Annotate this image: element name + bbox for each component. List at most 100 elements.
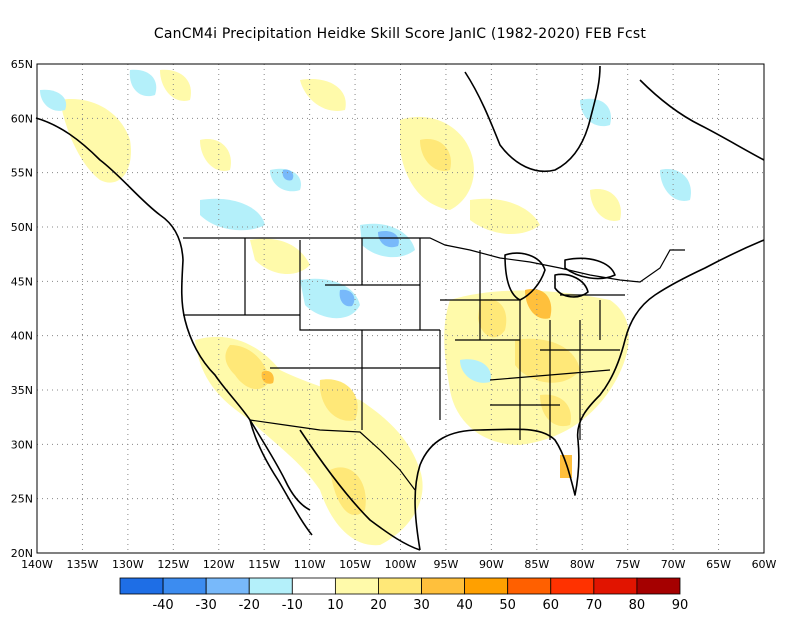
longitude-labels: 140W 135W 130W 125W 120W 115W 110W 105W 100W 95W 9…: [21, 558, 776, 571]
latitude-labels: 65N 60N 55N 50N 45N 40N 35N 30N 25N 20N: [11, 58, 33, 560]
us-mexico-border: [249, 419, 416, 491]
colorbar-label: 30: [413, 598, 430, 613]
longitude-label: 65W: [706, 558, 731, 571]
latitude-label: 50N: [11, 221, 33, 234]
colorbar-labels: -40 -30 -20 -10 10 20 30 40 50 60 70 80 90: [152, 598, 688, 613]
great-lakes: [504, 252, 546, 301]
negative-skill-region: [40, 89, 67, 111]
colorbar-label: -30: [196, 598, 217, 613]
positive-skill-region: [160, 69, 191, 101]
colorbar-label: 10: [327, 598, 344, 613]
positive-skill-region: [60, 99, 131, 183]
colorbar-label: 50: [499, 598, 516, 613]
colorbar-swatch: [464, 577, 509, 595]
negative-skill-region: [580, 98, 611, 127]
longitude-label: 105W: [339, 558, 371, 571]
negative-skill-region: [270, 168, 301, 192]
negative-skill-region: [339, 289, 355, 307]
great-lakes: [554, 273, 589, 298]
colorbar-label: 60: [542, 598, 559, 613]
colorbar-swatch: [550, 577, 595, 595]
longitude-label: 75W: [615, 558, 640, 571]
colorbar: [119, 577, 681, 595]
negative-skill-region: [460, 359, 491, 383]
colorbar-label: 40: [456, 598, 473, 613]
longitude-label: 140W: [21, 558, 53, 571]
map-title: CanCM4i Precipitation Heidke Skill Score…: [153, 26, 647, 42]
longitude-label: 120W: [203, 558, 235, 571]
longitude-label: 60W: [752, 558, 777, 571]
colorbar-swatch: [378, 577, 422, 595]
us-canada-border: [183, 237, 685, 283]
latitude-label: 25N: [11, 493, 33, 506]
latitude-label: 35N: [11, 384, 33, 397]
positive-skill-region: [319, 379, 358, 421]
colorbar-label: 90: [672, 598, 689, 613]
latitude-label: 55N: [11, 167, 33, 180]
longitude-label: 95W: [434, 558, 459, 571]
negative-skill-region: [200, 198, 265, 231]
latitude-label: 45N: [11, 275, 33, 288]
positive-skill-region: [590, 189, 621, 221]
latitude-label: 20N: [11, 547, 33, 560]
political-borders: [183, 237, 685, 491]
latitude-label: 40N: [11, 330, 33, 343]
colorbar-swatch: [119, 577, 164, 595]
colorbar-swatch: [291, 577, 336, 595]
positive-skill-region: [225, 345, 270, 390]
negative-skill-region: [300, 278, 360, 319]
positive-skill-region: [300, 79, 346, 111]
positive-skill-region: [330, 467, 366, 516]
latitude-label: 60N: [11, 112, 33, 125]
great-lakes: [564, 257, 616, 280]
west-coastline: [35, 117, 311, 511]
positive-skill-region: [525, 289, 552, 319]
colorbar-swatch: [248, 577, 293, 595]
state-line: [299, 240, 325, 331]
longitude-label: 70W: [661, 558, 686, 571]
colorbar-swatch: [421, 577, 466, 595]
coastlines: [35, 65, 765, 551]
labrador-coast: [639, 79, 765, 161]
longitude-label: 135W: [67, 558, 99, 571]
colorbar-label: 20: [370, 598, 387, 613]
skill-shading: [40, 69, 691, 546]
negative-skill-region: [378, 230, 399, 248]
hudson-bay-coast: [464, 65, 601, 172]
longitude-label: 85W: [524, 558, 549, 571]
colorbar-label: 80: [629, 598, 646, 613]
positive-skill-region: [478, 299, 507, 338]
colorbar-label: -10: [282, 598, 303, 613]
longitude-label: 125W: [157, 558, 189, 571]
colorbar-swatch: [205, 577, 250, 595]
positive-skill-region: [420, 139, 451, 171]
negative-skill-region: [282, 169, 294, 181]
positive-skill-region: [200, 139, 231, 171]
colorbar-swatch: [636, 577, 681, 595]
longitude-label: 80W: [570, 558, 595, 571]
colorbar-swatch: [593, 577, 638, 595]
longitude-label: 110W: [294, 558, 326, 571]
longitude-label: 100W: [385, 558, 417, 571]
negative-skill-region: [129, 69, 157, 97]
longitude-label: 130W: [112, 558, 144, 571]
gulf-coastline: [414, 239, 765, 551]
colorbar-swatch: [507, 577, 552, 595]
latitude-label: 65N: [11, 58, 33, 71]
graticule: [37, 64, 764, 553]
colorbar-label: 70: [586, 598, 603, 613]
map-frame: [36, 63, 765, 554]
colorbar-label: -40: [152, 598, 173, 613]
latitude-label: 30N: [11, 438, 33, 451]
longitude-label: 90W: [479, 558, 504, 571]
positive-skill-region: [250, 238, 310, 275]
colorbar-label: -20: [239, 598, 260, 613]
baja-california: [249, 419, 313, 536]
colorbar-swatch: [162, 577, 207, 595]
colorbar-swatch: [334, 577, 379, 595]
longitude-label: 115W: [248, 558, 280, 571]
positive-skill-region: [540, 394, 571, 427]
positive-skill-region: [195, 336, 423, 546]
mexico-west-coast: [299, 429, 421, 551]
